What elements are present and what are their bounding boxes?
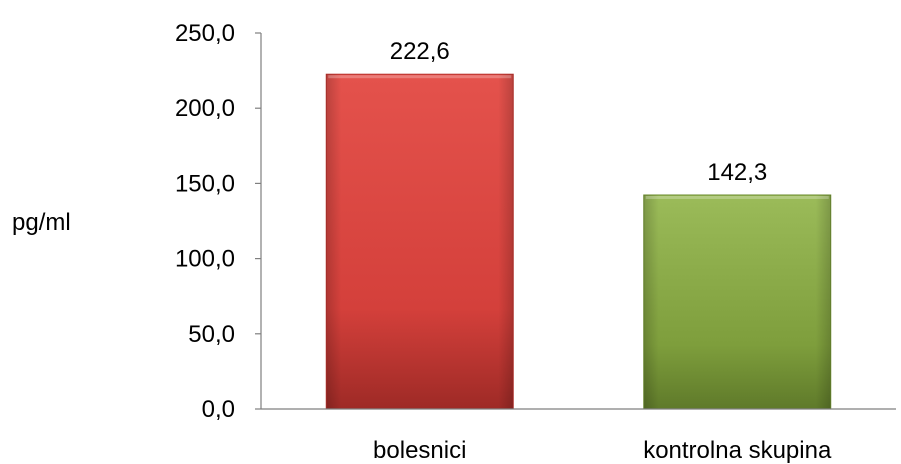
bar-bevel bbox=[643, 194, 831, 409]
y-tick-label: 250,0 bbox=[175, 20, 235, 47]
bars: 222,6 142,3 bbox=[325, 38, 832, 410]
data-label: 142,3 bbox=[707, 159, 767, 186]
bar-kontrolna-skupina bbox=[643, 194, 832, 410]
bar-bevel bbox=[326, 74, 514, 410]
y-tick-label: 150,0 bbox=[175, 170, 235, 197]
bar-highlight bbox=[645, 195, 829, 199]
y-tick-label: 100,0 bbox=[175, 246, 235, 273]
x-axis: bolesnici kontrolna skupina bbox=[261, 408, 896, 464]
y-axis-title: pg/ml bbox=[12, 209, 71, 236]
y-tick-label: 0,0 bbox=[202, 396, 235, 423]
y-tick-label: 200,0 bbox=[175, 95, 235, 122]
x-tick-label: bolesnici bbox=[373, 437, 466, 464]
bar-highlight bbox=[328, 75, 512, 79]
y-axis: 0,0 50,0 100,0 150,0 200,0 250,0 bbox=[175, 20, 262, 423]
bar-bolesnici bbox=[325, 73, 514, 410]
y-tick-label: 50,0 bbox=[188, 321, 235, 348]
data-label: 222,6 bbox=[390, 38, 450, 65]
x-tick-label: kontrolna skupina bbox=[643, 437, 832, 464]
